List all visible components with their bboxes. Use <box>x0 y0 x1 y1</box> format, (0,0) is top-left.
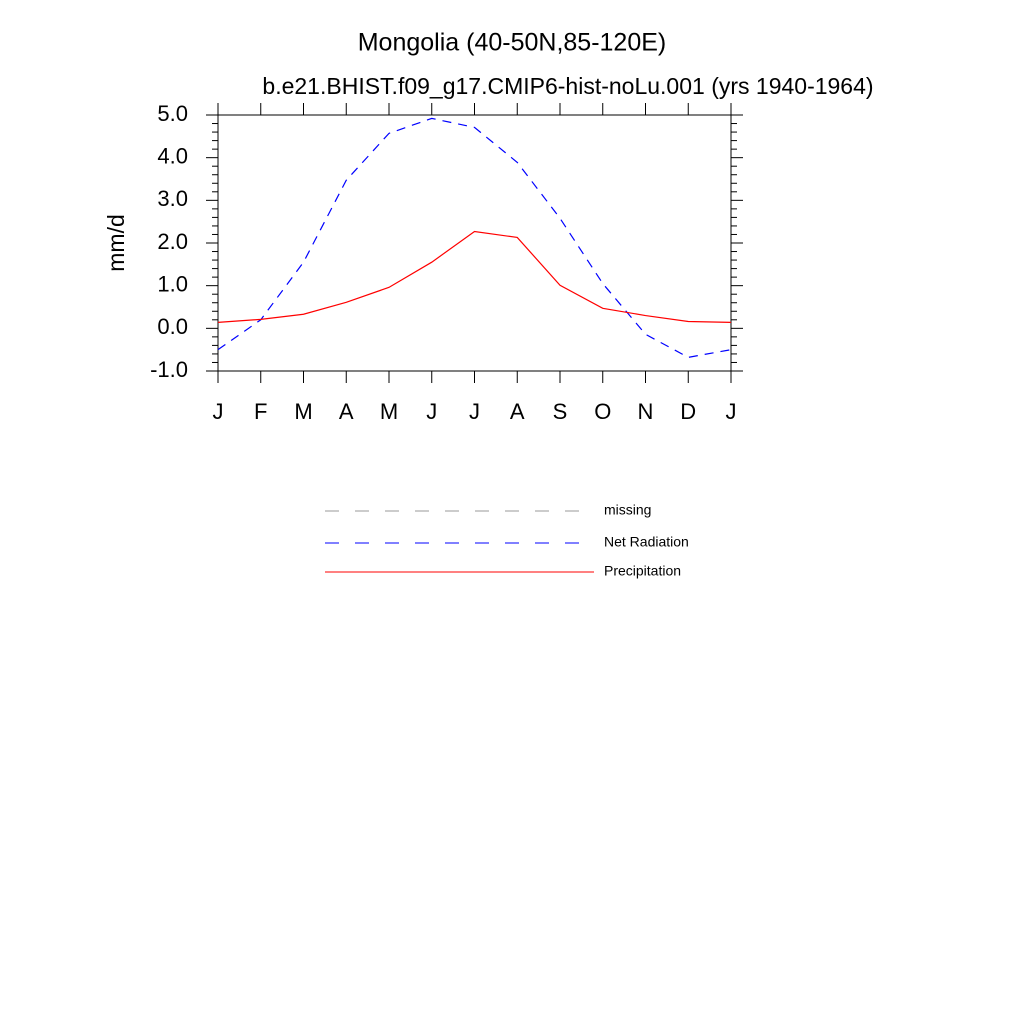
series-line <box>217 230 732 323</box>
x-tick-label: A <box>339 399 354 424</box>
plot-frame <box>217 114 732 372</box>
chart-title: Mongolia (40-50N,85-120E) <box>358 29 667 57</box>
y-tick-label: 5.0 <box>157 101 188 126</box>
x-tick-label: M <box>294 399 312 424</box>
y-tick-label: 3.0 <box>157 186 188 211</box>
y-axis-label: mm/d <box>103 214 129 272</box>
y-tick-label: 4.0 <box>157 143 188 168</box>
x-tick-label: F <box>254 399 267 424</box>
x-tick-label: S <box>553 399 568 424</box>
x-tick-label: M <box>380 399 398 424</box>
x-tick-label: J <box>426 399 437 424</box>
legend-label: Net Radiation <box>604 534 689 550</box>
y-tick-label: 0.0 <box>157 314 188 339</box>
x-tick-label: O <box>594 399 611 424</box>
chart-subtitle: b.e21.BHIST.f09_g17.CMIP6-hist-noLu.001 … <box>262 73 873 99</box>
series-line <box>217 117 732 358</box>
x-tick-label: J <box>469 399 480 424</box>
x-tick-label: J <box>213 399 224 424</box>
x-tick-label: A <box>510 399 525 424</box>
x-tick-label: N <box>638 399 654 424</box>
legend-label: missing <box>604 502 651 518</box>
y-tick-label: -1.0 <box>150 357 188 382</box>
y-tick-label: 1.0 <box>157 271 188 296</box>
legend-label: Precipitation <box>604 563 681 579</box>
x-tick-label: D <box>680 399 696 424</box>
x-tick-label: J <box>726 399 737 424</box>
y-tick-label: 2.0 <box>157 229 188 254</box>
